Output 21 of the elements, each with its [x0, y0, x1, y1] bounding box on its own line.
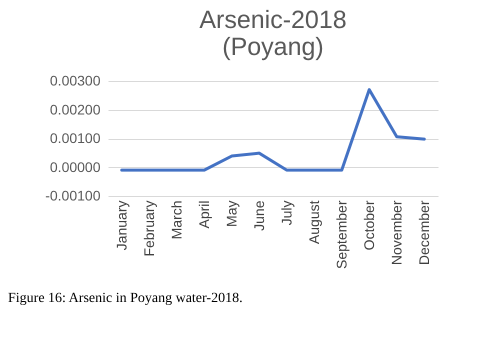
x-tick-label: April — [196, 200, 212, 229]
x-tick-label: January — [113, 200, 130, 250]
y-tick-label: 0.00200 — [50, 101, 101, 118]
x-tick-label: February — [140, 200, 157, 257]
text: Arsenic-2018 — [199, 6, 347, 34]
text: (Poyang) — [222, 33, 324, 61]
x-tick-label: March — [168, 200, 184, 240]
y-tick-label: 0.00000 — [50, 158, 101, 175]
x-tick-label: October — [360, 200, 377, 250]
y-tick-label: 0.00100 — [50, 130, 101, 146]
x-tick-label: December — [416, 200, 432, 266]
x-tick-label: August — [306, 200, 322, 244]
y-tick-label: 0.00300 — [50, 72, 101, 88]
x-tick-label: September — [333, 200, 350, 269]
x-tick-label: July — [278, 200, 294, 226]
x-tick-label: November — [388, 200, 404, 266]
y-tick-label: -0.00100 — [45, 188, 101, 204]
line-series — [120, 88, 426, 172]
x-tick-label: May — [223, 200, 240, 227]
caption: Figure 16: Arsenic in Poyang water-2018. — [8, 291, 243, 306]
x-tick-label: June — [250, 200, 267, 231]
